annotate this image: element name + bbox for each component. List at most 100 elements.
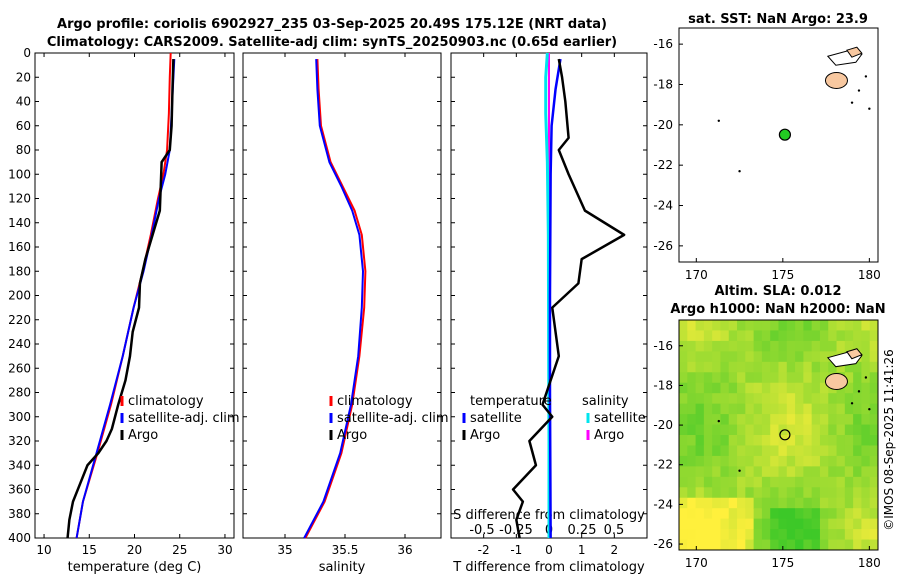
sla-cell [687, 372, 697, 384]
sla-cell [737, 403, 746, 415]
sla-cell [687, 403, 697, 415]
sla-cell [770, 414, 779, 426]
sla-cell [811, 320, 821, 331]
sla-cell [761, 455, 771, 467]
sla-cell [753, 340, 763, 352]
sla-cell [836, 414, 846, 426]
sla-cell [869, 393, 879, 405]
sla-cell [679, 414, 688, 426]
sla-cell [778, 476, 788, 488]
legend-title-temperature: temperature [470, 394, 552, 409]
axes-box [242, 52, 442, 539]
sla-cell [853, 424, 862, 436]
sla-cell [728, 361, 738, 373]
sla-cell [861, 320, 871, 331]
sla-cell [828, 487, 838, 499]
sla-cell [869, 445, 879, 457]
sla-cell [703, 445, 713, 457]
sla-cell [761, 497, 771, 509]
y-tick-label: 220 [8, 313, 31, 327]
sla-cell [803, 466, 813, 478]
sla-cell [795, 424, 804, 436]
sla-cell [728, 497, 738, 509]
sla-cell [844, 455, 854, 467]
sla-cell [811, 330, 821, 342]
axes-box [34, 52, 235, 539]
map-background [679, 28, 878, 262]
sla-cell [761, 403, 771, 415]
sla-cell [728, 403, 738, 415]
sla-cell [844, 424, 854, 436]
sla-cell [761, 320, 771, 331]
x-tick-label: 35.5 [332, 543, 359, 557]
sla-cell [778, 487, 788, 499]
sla-cell [811, 435, 821, 446]
sla-cell [737, 529, 746, 541]
sla-cell [819, 445, 829, 457]
sla-cell [770, 518, 779, 530]
sla-cell [687, 393, 697, 405]
sla-cell [679, 529, 688, 541]
sla-cell [753, 476, 763, 488]
sla-cell [869, 466, 879, 478]
sla-cell [861, 330, 871, 342]
sla-cell [712, 330, 721, 342]
sla-cell [761, 340, 771, 352]
sla-cell [745, 414, 755, 426]
sla-cell [811, 361, 821, 373]
sla-cell [703, 351, 713, 363]
sla-cell [869, 361, 879, 373]
sla-cell [795, 508, 804, 520]
title-line-1: Argo profile: coriolis 6902927_235 03-Se… [57, 17, 607, 32]
title-line-2: Climatology: CARS2009. Satellite-adj cli… [47, 35, 617, 50]
sla-cell [753, 518, 763, 530]
sla-cell [728, 382, 738, 394]
sla-cell [761, 382, 771, 394]
islet [864, 376, 868, 379]
sla-cell [679, 539, 688, 551]
sla-cell [703, 508, 713, 520]
sla-cell [778, 539, 788, 551]
sla-cell [861, 476, 871, 488]
sla-cell [836, 455, 846, 467]
sla-cell [828, 518, 838, 530]
sla-cell [828, 330, 838, 342]
sla-cell [728, 330, 738, 342]
sla-cell [819, 508, 829, 520]
sla-cell [811, 403, 821, 415]
sla-cell [853, 539, 862, 551]
sla-cell [853, 330, 862, 342]
y-tick-label: -24 [653, 199, 673, 213]
sla-cell [778, 403, 788, 415]
sla-cell [786, 539, 796, 551]
sla-cell [679, 320, 688, 331]
sla-cell [828, 320, 838, 331]
sla-cell [795, 445, 804, 457]
sla-cell [770, 529, 779, 541]
sla-cell [844, 393, 854, 405]
sla-cell [803, 414, 813, 426]
sla-cell [795, 372, 804, 384]
sla-cell [869, 435, 879, 446]
sla-cell [811, 476, 821, 488]
sla-cell [803, 372, 813, 384]
sla-cell [795, 487, 804, 499]
sla-cell [720, 414, 730, 426]
sla-cell [811, 372, 821, 384]
y-tick-label: -18 [653, 77, 673, 91]
sla-cell [720, 382, 730, 394]
sla-cell [703, 361, 713, 373]
sla-cell [737, 435, 746, 446]
t-argo-line [511, 58, 626, 539]
sla-cell [712, 340, 721, 352]
sla-cell [703, 455, 713, 467]
sla-cell [753, 393, 763, 405]
sla-cell [745, 372, 755, 384]
sla-cell [828, 393, 838, 405]
sla-cell [861, 529, 871, 541]
sla-cell [770, 320, 779, 331]
sla-cell [795, 382, 804, 394]
sla-cell [795, 497, 804, 509]
